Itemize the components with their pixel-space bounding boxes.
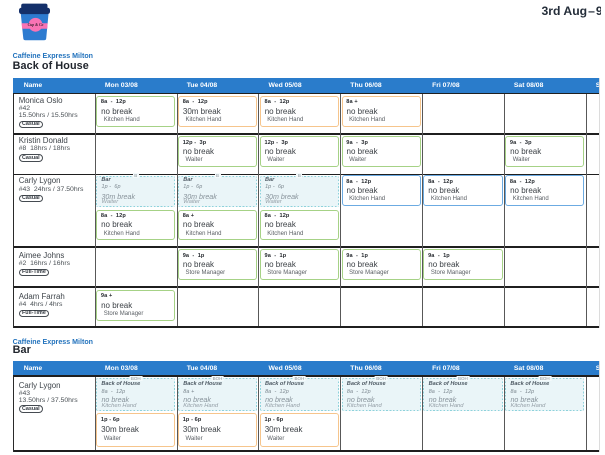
svg-text:Cup & Co: Cup & Co (28, 23, 44, 27)
